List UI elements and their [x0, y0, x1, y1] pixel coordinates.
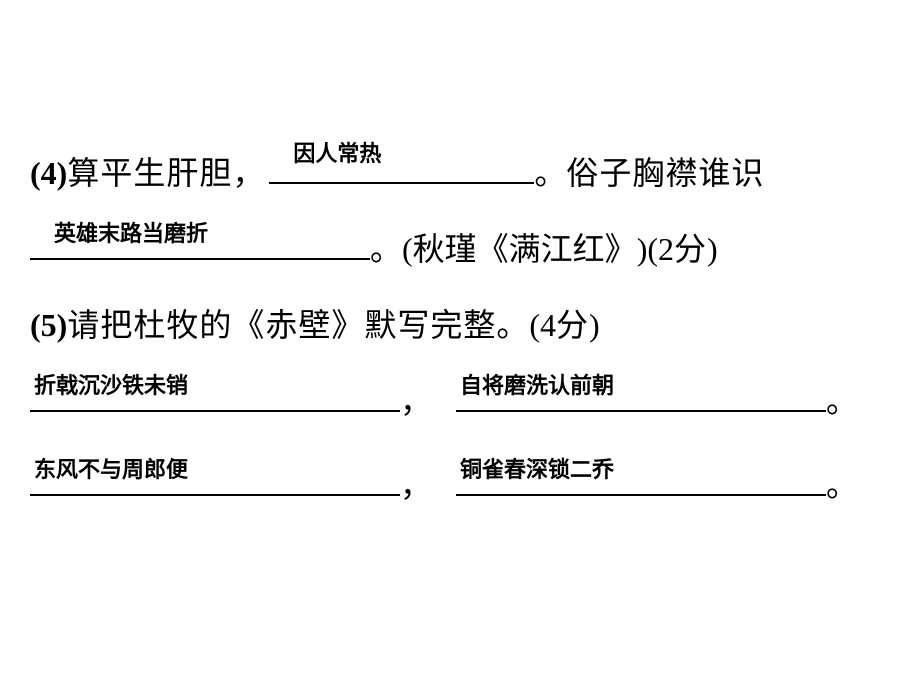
q5-score-open: (4 [529, 307, 556, 344]
q4-answer-1: 因人常热 [293, 136, 381, 168]
q5-blank-4: 铜雀春深锁二乔 [456, 460, 826, 496]
exam-content: (4) 算平生肝胆， 因人常热 。 俗子胸襟谁识 英雄末路当磨折 。 ( 秋瑾《… [30, 148, 920, 544]
q5-period-2: 。 [826, 460, 858, 506]
q5-answer-1: 折戟沉沙铁未销 [34, 368, 188, 400]
q4-source-open: ( [402, 231, 413, 268]
q5-answer-3: 东风不与周郎便 [34, 452, 188, 484]
question-5-line-2: 折戟沉沙铁未销 ， 自将磨洗认前朝 。 [30, 376, 920, 454]
question-5-line-3: 东风不与周郎便 ， 铜雀春深锁二乔 。 [30, 460, 920, 538]
q4-blank-2: 英雄末路当磨折 [30, 224, 370, 260]
q5-score-close: ) [589, 307, 600, 344]
question-4-line-1: (4) 算平生肝胆， 因人常热 。 俗子胸襟谁识 [30, 148, 920, 218]
q5-period-1: 。 [826, 376, 858, 422]
q5-answer-2: 自将磨洗认前朝 [460, 368, 614, 400]
q4-score-close: ) [707, 231, 718, 268]
q4-source: 秋瑾《满江红》 [413, 224, 637, 270]
question-4-line-2: 英雄末路当磨折 。 ( 秋瑾《满江红》 ) (2 分 ) [30, 224, 920, 294]
q5-label: (5) [30, 307, 67, 344]
q5-blank-3: 东风不与周郎便 [30, 460, 400, 496]
q4-source-close: ) [637, 231, 648, 268]
q5-blank-2: 自将磨洗认前朝 [456, 376, 826, 412]
q4-score-open: (2 [647, 231, 674, 268]
q5-answer-4: 铜雀春深锁二乔 [460, 452, 614, 484]
q4-text-2: 俗子胸襟谁识 [566, 148, 764, 194]
q4-punct-1: 。 [534, 148, 566, 194]
question-5-line-1: (5) 请把杜牧的《赤壁》默写完整。 (4 分 ) [30, 300, 920, 370]
q5-score-unit: 分 [556, 300, 589, 346]
q5-text-1: 请把杜牧的《赤壁》默写完整。 [67, 300, 529, 346]
q5-comma-2: ， [400, 460, 432, 506]
q5-blank-1: 折戟沉沙铁未销 [30, 376, 400, 412]
q4-punct-2: 。 [370, 224, 402, 270]
q4-blank-1: 因人常热 [269, 148, 534, 184]
q5-comma-1: ， [400, 376, 432, 422]
q4-score-unit: 分 [674, 224, 707, 270]
q4-answer-2: 英雄末路当磨折 [54, 216, 208, 248]
q4-text-1: 算平生肝胆， [67, 148, 265, 194]
q4-label: (4) [30, 155, 67, 192]
